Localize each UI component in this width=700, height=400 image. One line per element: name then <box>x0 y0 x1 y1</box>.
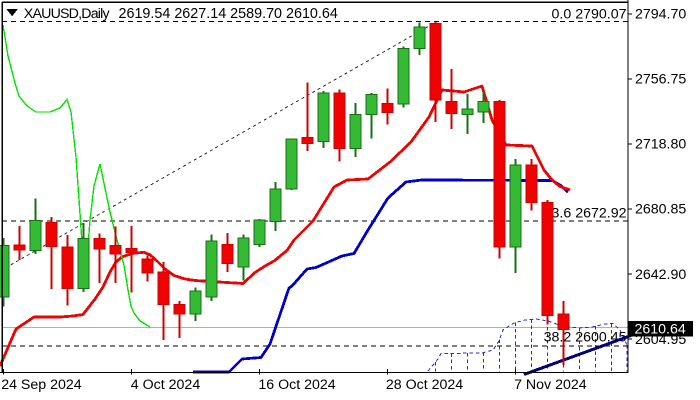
svg-text:16 Oct 2024: 16 Oct 2024 <box>258 377 335 393</box>
svg-text:2794.70: 2794.70 <box>635 7 686 23</box>
svg-text:23.6 2672.92: 23.6 2672.92 <box>544 206 627 222</box>
svg-text:2756.75: 2756.75 <box>635 72 686 88</box>
svg-text:28 Oct 2024: 28 Oct 2024 <box>386 377 463 393</box>
svg-text:4 Oct 2024: 4 Oct 2024 <box>131 377 201 393</box>
svg-text:38.2 2600.45: 38.2 2600.45 <box>544 330 627 346</box>
svg-text:2718.80: 2718.80 <box>635 137 686 153</box>
svg-text:2642.90: 2642.90 <box>635 267 686 283</box>
svg-text:XAUUSD,Daily: XAUUSD,Daily <box>24 6 111 22</box>
svg-text:2610.64: 2610.64 <box>635 322 686 338</box>
svg-text:24 Sep 2024: 24 Sep 2024 <box>1 377 82 393</box>
svg-text:2680.85: 2680.85 <box>635 202 686 218</box>
svg-text:2619.54 2627.14 2589.70 2610.6: 2619.54 2627.14 2589.70 2610.64 <box>119 6 338 22</box>
svg-text:0.0 2790.07: 0.0 2790.07 <box>552 7 627 23</box>
svg-text:7 Nov 2024: 7 Nov 2024 <box>514 377 587 393</box>
